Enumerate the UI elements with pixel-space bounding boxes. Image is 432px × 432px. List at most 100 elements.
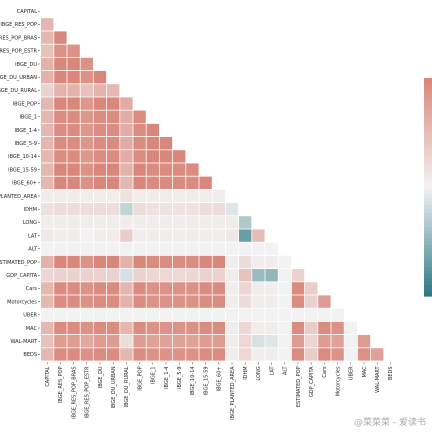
heatmap-cell-10-1 bbox=[54, 137, 67, 150]
heatmap-cell-15-10 bbox=[173, 203, 186, 216]
heatmap-cell-18-7 bbox=[133, 242, 146, 255]
heatmap-cell-8-1 bbox=[54, 110, 67, 123]
heatmap-cell-26-0 bbox=[41, 348, 54, 361]
heatmap-cell-16-12 bbox=[199, 216, 212, 229]
y-label-23: UBER bbox=[23, 313, 37, 319]
heatmap-cell-22-14 bbox=[225, 295, 239, 308]
heatmap-cell-24-12 bbox=[199, 321, 212, 335]
heatmap-cell-17-16 bbox=[252, 229, 265, 242]
colorbar-step-42 bbox=[424, 230, 432, 235]
heatmap-cell-20-6 bbox=[120, 269, 133, 282]
heatmap-cell-14-7 bbox=[133, 189, 146, 203]
heatmap-cell-26-17 bbox=[265, 348, 278, 361]
heatmap-cell-11-8 bbox=[146, 150, 159, 163]
colorbar-step-44 bbox=[424, 237, 432, 243]
heatmap-cell-17-9 bbox=[159, 229, 173, 242]
heatmap-cell-26-5 bbox=[107, 348, 120, 361]
heatmap-cell-24-21 bbox=[318, 321, 331, 335]
heatmap-cell-19-10 bbox=[173, 255, 186, 269]
heatmap-cell-20-14 bbox=[225, 269, 239, 282]
heatmap-cell-14-5 bbox=[107, 189, 120, 203]
heatmap-cell-23-18 bbox=[278, 308, 291, 321]
heatmap-cell-12-6 bbox=[120, 163, 133, 176]
heatmap-cell-25-8 bbox=[146, 335, 159, 348]
colorbar-step-0 bbox=[424, 78, 432, 83]
heatmap-cell-15-11 bbox=[186, 203, 199, 216]
colorbar-step-49 bbox=[424, 256, 432, 261]
colorbar-step-27 bbox=[424, 176, 432, 181]
heatmap-cell-16-11 bbox=[186, 216, 199, 229]
heatmap-cell-22-13 bbox=[212, 295, 225, 308]
colorbar-step-35 bbox=[424, 205, 432, 210]
heatmap-cell-22-0 bbox=[41, 295, 54, 308]
heatmap-cell-23-11 bbox=[186, 308, 199, 321]
colorbar-step-16 bbox=[424, 136, 432, 141]
heatmap-cell-4-2 bbox=[67, 57, 80, 71]
heatmap-cell-21-12 bbox=[199, 282, 212, 295]
y-label-11: IBGE_10-14 bbox=[8, 154, 37, 160]
heatmap-cell-14-6 bbox=[120, 189, 133, 203]
x-label-5: IBGE_DU_URBAN bbox=[111, 366, 117, 408]
y-label-7: IBGE_POP bbox=[13, 101, 37, 107]
heatmap-cell-16-2 bbox=[67, 216, 80, 229]
heatmap-cell-2-0 bbox=[41, 31, 54, 44]
x-label-26: BEDS bbox=[388, 366, 394, 380]
heatmap-cell-20-0 bbox=[41, 269, 54, 282]
heatmap-cell-22-3 bbox=[80, 295, 93, 308]
heatmap-cell-25-14 bbox=[225, 335, 239, 348]
heatmap-cell-24-14 bbox=[225, 321, 239, 335]
heatmap-cell-23-1 bbox=[54, 308, 67, 321]
y-label-19: ESTIMATED_POP bbox=[0, 260, 37, 266]
heatmap-cell-18-12 bbox=[199, 242, 212, 255]
heatmap-cell-23-8 bbox=[146, 308, 159, 321]
colorbar-step-28 bbox=[424, 179, 432, 184]
x-label-19: ESTIMATED_POP bbox=[296, 366, 302, 407]
heatmap-cell-8-3 bbox=[80, 110, 93, 123]
y-label-25: WAL-MART bbox=[11, 339, 38, 345]
heatmap-cell-20-13 bbox=[212, 269, 225, 282]
heatmap-cell-5-0 bbox=[41, 71, 54, 84]
heatmap-cell-11-1 bbox=[54, 150, 67, 163]
heatmap-cell-25-4 bbox=[93, 335, 107, 348]
heatmap-cell-16-13 bbox=[212, 216, 225, 229]
colorbar-step-11 bbox=[424, 117, 432, 123]
heatmap-cell-15-3 bbox=[80, 203, 93, 216]
heatmap-cell-12-8 bbox=[146, 163, 159, 176]
heatmap-cell-12-11 bbox=[186, 163, 199, 176]
heatmap-cell-17-15 bbox=[239, 229, 252, 242]
heatmap-cell-23-0 bbox=[41, 308, 54, 321]
heatmap-cell-23-2 bbox=[67, 308, 80, 321]
heatmap-cell-23-14 bbox=[225, 308, 239, 321]
heatmap-cell-17-0 bbox=[41, 229, 54, 242]
heatmap-cell-16-7 bbox=[133, 216, 146, 229]
heatmap-cell-7-4 bbox=[93, 97, 107, 110]
heatmap-cell-25-6 bbox=[120, 335, 133, 348]
colorbar-step-4 bbox=[424, 92, 432, 97]
colorbar bbox=[424, 78, 432, 297]
colorbar-step-2 bbox=[424, 85, 432, 90]
heatmap-cell-21-18 bbox=[278, 282, 291, 295]
heatmap-cell-12-2 bbox=[67, 163, 80, 176]
y-label-8: IBGE_1 bbox=[19, 115, 37, 121]
heatmap-cell-19-2 bbox=[67, 255, 80, 269]
heatmap-cell-3-0 bbox=[41, 44, 54, 57]
heatmap-cell-23-13 bbox=[212, 308, 225, 321]
heatmap-cell-16-6 bbox=[120, 216, 133, 229]
heatmap-cell-22-16 bbox=[252, 295, 265, 308]
x-label-10: IBGE_5-9 bbox=[177, 366, 183, 389]
heatmap-cell-13-8 bbox=[146, 176, 159, 189]
heatmap-cell-18-8 bbox=[146, 242, 159, 255]
heatmap-cell-10-0 bbox=[41, 137, 54, 150]
heatmap-cell-26-16 bbox=[252, 348, 265, 361]
heatmap-cell-24-15 bbox=[239, 321, 252, 335]
heatmap-cell-15-13 bbox=[212, 203, 225, 216]
heatmap-cell-14-3 bbox=[80, 189, 93, 203]
heatmap-cell-22-4 bbox=[93, 295, 107, 308]
y-label-24: MAC bbox=[26, 326, 38, 332]
heatmap-cell-23-3 bbox=[80, 308, 93, 321]
heatmap-cell-24-23 bbox=[344, 321, 357, 335]
heatmap-cell-12-5 bbox=[107, 163, 120, 176]
y-label-4: IBGE_DU bbox=[15, 62, 37, 68]
heatmap-cell-20-3 bbox=[80, 269, 93, 282]
heatmap-cell-20-15 bbox=[239, 269, 252, 282]
